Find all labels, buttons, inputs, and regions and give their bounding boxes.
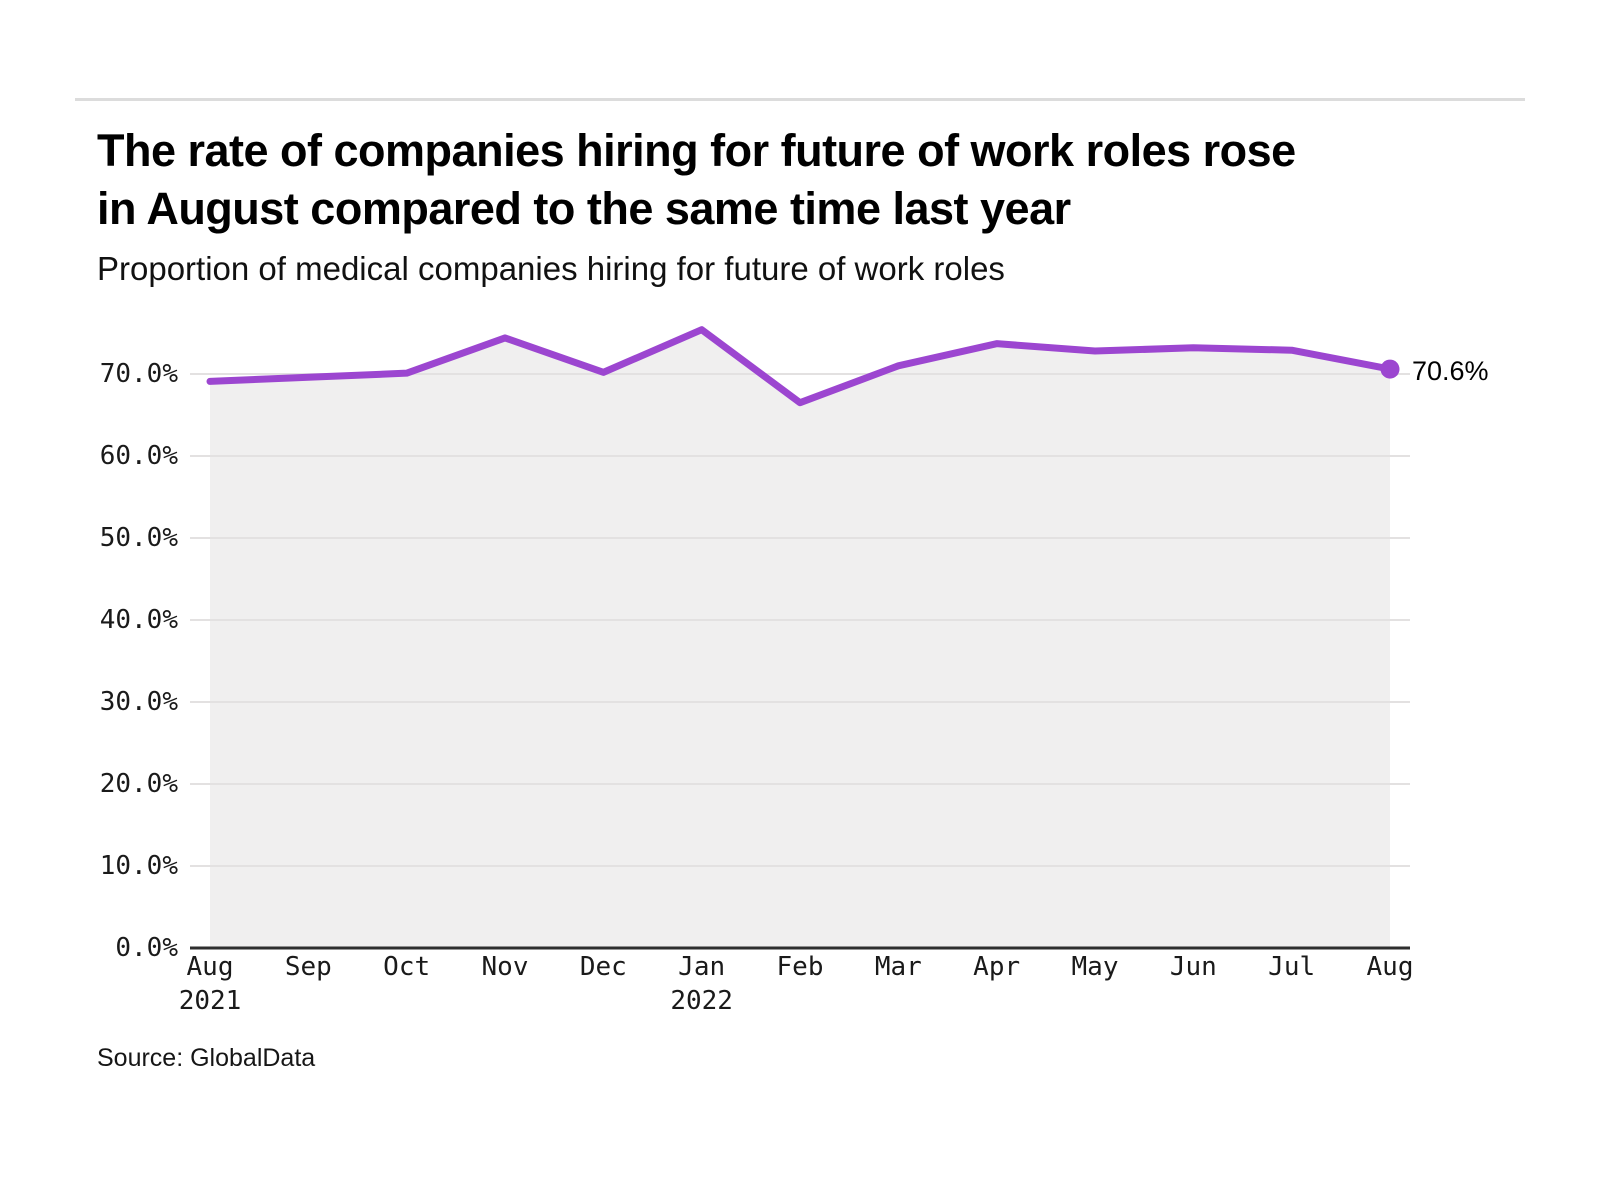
x-axis-tick-label: Nov xyxy=(481,952,529,982)
x-axis-tick-label: Jan xyxy=(678,952,726,982)
page-title-line1: The rate of companies hiring for future … xyxy=(97,125,1296,176)
x-axis-year-label: 2021 xyxy=(178,986,242,1016)
x-axis-tick-label: May xyxy=(1071,952,1119,982)
x-axis-tick-label: Mar xyxy=(874,952,922,982)
page-title-line2: in August compared to the same time last… xyxy=(97,183,1071,234)
last-value-label: 70.6% xyxy=(1412,355,1489,386)
x-axis-tick-label: Sep xyxy=(284,952,332,982)
x-axis-year-label: 2022 xyxy=(670,986,733,1016)
area-fill xyxy=(210,329,1390,949)
y-axis-tick-label: 0.0% xyxy=(115,933,178,963)
x-axis-tick-label: Apr xyxy=(973,952,1021,982)
y-axis-tick-label: 40.0% xyxy=(99,605,178,635)
y-axis-tick-label: 60.0% xyxy=(99,441,178,471)
x-axis-tick-label: Dec xyxy=(579,952,627,982)
x-axis-tick-label: Jul xyxy=(1268,952,1316,982)
x-axis-tick-label: Aug xyxy=(186,952,234,982)
top-divider-rule xyxy=(75,98,1525,101)
source-credit: Source: GlobalData xyxy=(97,1044,316,1072)
y-axis-tick-label: 10.0% xyxy=(99,851,178,881)
page-title: The rate of companies hiring for future … xyxy=(97,122,1537,238)
end-point-dot xyxy=(1380,359,1400,379)
x-axis-tick-label: Aug xyxy=(1366,952,1414,982)
y-axis-tick-label: 30.0% xyxy=(99,687,178,717)
y-axis-tick-label: 70.0% xyxy=(99,359,178,389)
y-axis-tick-label: 50.0% xyxy=(99,523,178,553)
y-axis-tick-label: 20.0% xyxy=(99,769,178,799)
x-axis-tick-label: Feb xyxy=(776,952,824,982)
x-axis-tick-label: Jun xyxy=(1169,952,1217,982)
x-axis-tick-label: Oct xyxy=(383,952,431,982)
trend-line xyxy=(206,326,1394,407)
chart-subtitle: Proportion of medical companies hiring f… xyxy=(97,250,1005,287)
